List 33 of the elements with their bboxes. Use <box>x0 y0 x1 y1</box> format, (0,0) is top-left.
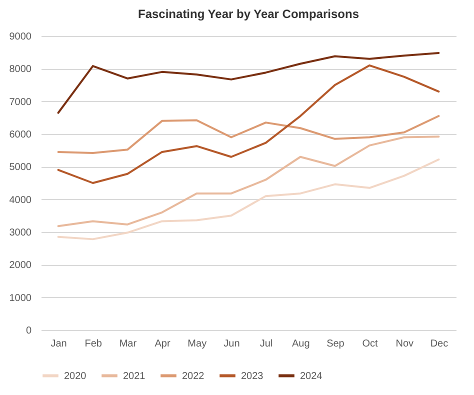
y-tick-label: 0 <box>26 326 32 336</box>
legend-label: 2024 <box>300 370 323 382</box>
y-tick-label: 6000 <box>9 130 32 140</box>
y-tick-label: 8000 <box>9 64 32 76</box>
x-tick-label: Aug <box>292 338 310 350</box>
y-tick-label: 2000 <box>9 260 32 272</box>
y-tick-label: 1000 <box>9 292 32 304</box>
x-tick-label: Oct <box>362 338 378 350</box>
line-series <box>57 136 440 228</box>
line-series <box>57 52 440 114</box>
chart-title: Fascinating Year by Year Comparisons <box>138 7 360 21</box>
y-tick-label: 5000 <box>9 162 32 174</box>
legend-label: 2020 <box>64 370 87 382</box>
legend-label: 2021 <box>123 370 146 382</box>
legend-label: 2023 <box>241 370 264 382</box>
y-tick-label: 3000 <box>9 228 32 238</box>
x-tick-label: Mar <box>119 338 138 350</box>
x-tick-label: Feb <box>84 338 102 350</box>
x-tick-label: Dec <box>430 338 448 350</box>
y-tick-label: 9000 <box>9 32 32 42</box>
legend-label: 2022 <box>182 370 205 382</box>
y-tick-label: 4000 <box>9 194 32 206</box>
x-tick-label: May <box>188 338 207 350</box>
x-tick-label: Jul <box>260 338 273 350</box>
x-tick-label: Jan <box>50 338 67 350</box>
x-tick-label: Nov <box>396 338 414 350</box>
x-tick-label: Sep <box>326 338 345 350</box>
x-tick-label: Apr <box>154 338 171 350</box>
line-series <box>57 158 440 240</box>
x-tick-label: Jun <box>224 338 240 350</box>
y-tick-label: 7000 <box>9 96 32 108</box>
line-series <box>57 64 440 184</box>
line-series <box>57 115 440 154</box>
